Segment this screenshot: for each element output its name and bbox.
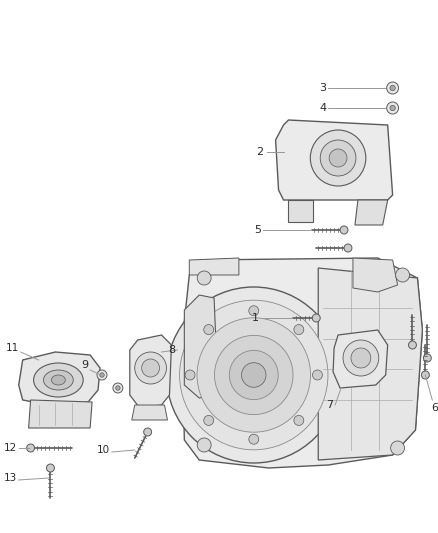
Circle shape: [344, 244, 352, 252]
Circle shape: [249, 434, 259, 444]
Circle shape: [27, 444, 35, 452]
Polygon shape: [289, 200, 313, 222]
Circle shape: [424, 354, 431, 362]
Circle shape: [294, 415, 304, 425]
Polygon shape: [189, 258, 239, 275]
Circle shape: [204, 415, 214, 425]
Polygon shape: [28, 400, 92, 428]
Circle shape: [185, 370, 195, 380]
Circle shape: [343, 340, 379, 376]
Text: 11: 11: [5, 343, 19, 353]
Circle shape: [387, 102, 399, 114]
Circle shape: [135, 352, 166, 384]
Circle shape: [141, 359, 159, 377]
Circle shape: [387, 82, 399, 94]
Circle shape: [46, 464, 54, 472]
Circle shape: [197, 438, 211, 452]
Circle shape: [390, 106, 396, 111]
Circle shape: [340, 226, 348, 234]
Circle shape: [313, 370, 322, 380]
Polygon shape: [182, 258, 422, 468]
Text: 7: 7: [326, 400, 333, 410]
Ellipse shape: [43, 370, 73, 390]
Text: 8: 8: [168, 345, 175, 355]
Circle shape: [329, 149, 347, 167]
Polygon shape: [333, 330, 388, 388]
Circle shape: [180, 300, 328, 450]
Text: 4: 4: [319, 103, 326, 113]
Ellipse shape: [51, 375, 65, 385]
Circle shape: [312, 314, 320, 322]
Polygon shape: [353, 258, 398, 292]
Polygon shape: [132, 405, 167, 420]
Text: 13: 13: [4, 473, 17, 483]
Polygon shape: [130, 335, 171, 408]
Circle shape: [197, 318, 311, 432]
Polygon shape: [19, 352, 100, 406]
Circle shape: [390, 85, 396, 91]
Circle shape: [204, 325, 214, 335]
Text: 2: 2: [257, 147, 264, 157]
Circle shape: [421, 371, 429, 379]
Circle shape: [230, 350, 278, 400]
Polygon shape: [276, 120, 392, 200]
Circle shape: [396, 268, 410, 282]
Circle shape: [197, 271, 211, 285]
Circle shape: [113, 383, 123, 393]
Circle shape: [320, 140, 356, 176]
Polygon shape: [318, 268, 422, 460]
Polygon shape: [355, 200, 388, 225]
Text: 3: 3: [319, 83, 326, 93]
Polygon shape: [184, 295, 217, 398]
Circle shape: [166, 287, 341, 463]
Text: 1: 1: [252, 313, 259, 323]
Text: 5: 5: [254, 225, 261, 235]
Text: 9: 9: [81, 360, 88, 370]
Circle shape: [215, 335, 293, 415]
Text: 10: 10: [97, 445, 110, 455]
Circle shape: [241, 362, 266, 387]
Circle shape: [116, 386, 120, 390]
Circle shape: [391, 441, 405, 455]
Circle shape: [310, 130, 366, 186]
Circle shape: [100, 373, 104, 377]
Circle shape: [249, 306, 259, 316]
Circle shape: [97, 370, 107, 380]
Circle shape: [351, 348, 371, 368]
Text: 12: 12: [4, 443, 17, 453]
Ellipse shape: [34, 363, 83, 397]
Circle shape: [409, 341, 417, 349]
Circle shape: [294, 325, 304, 335]
Circle shape: [144, 428, 152, 436]
Text: 6: 6: [431, 403, 438, 413]
